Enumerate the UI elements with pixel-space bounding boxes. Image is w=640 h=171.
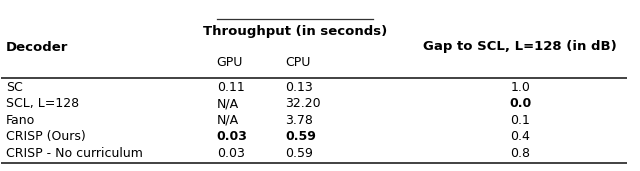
Text: GPU: GPU	[217, 56, 243, 69]
Text: 0.59: 0.59	[285, 130, 316, 143]
Text: CRISP (Ours): CRISP (Ours)	[6, 130, 86, 143]
Text: 0.13: 0.13	[285, 81, 314, 94]
Text: 0.8: 0.8	[510, 147, 531, 160]
Text: 1.0: 1.0	[510, 81, 531, 94]
Text: 0.59: 0.59	[285, 147, 314, 160]
Text: 0.03: 0.03	[217, 130, 248, 143]
Text: 0.0: 0.0	[509, 97, 531, 110]
Text: 0.1: 0.1	[510, 114, 531, 127]
Text: CPU: CPU	[285, 56, 311, 69]
Text: 32.20: 32.20	[285, 97, 321, 110]
Text: SCL, L=128: SCL, L=128	[6, 97, 79, 110]
Text: 0.11: 0.11	[217, 81, 244, 94]
Text: CRISP - No curriculum: CRISP - No curriculum	[6, 147, 143, 160]
Text: SC: SC	[6, 81, 22, 94]
Text: Gap to SCL, L=128 (in dB): Gap to SCL, L=128 (in dB)	[424, 40, 617, 53]
Text: 0.03: 0.03	[217, 147, 244, 160]
Text: N/A: N/A	[217, 114, 239, 127]
Text: Decoder: Decoder	[6, 41, 68, 54]
Text: Throughput (in seconds): Throughput (in seconds)	[203, 25, 387, 38]
Text: Fano: Fano	[6, 114, 35, 127]
Text: 0.4: 0.4	[510, 130, 531, 143]
Text: N/A: N/A	[217, 97, 239, 110]
Text: 3.78: 3.78	[285, 114, 314, 127]
